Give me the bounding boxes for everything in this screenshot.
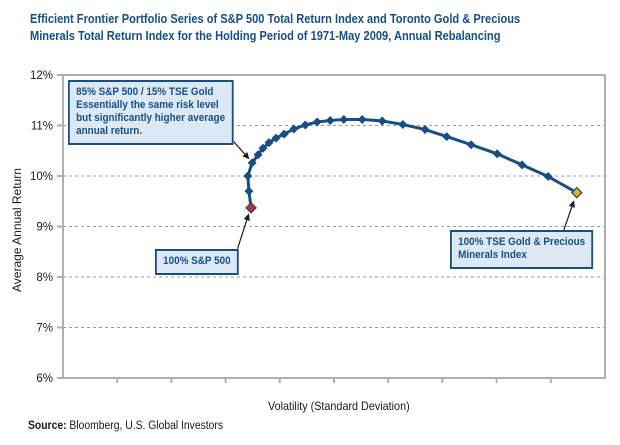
data-point: [243, 171, 253, 181]
data-point: [398, 119, 408, 129]
chart-title: Efficient Frontier Portfolio Series of S…: [30, 12, 521, 43]
data-point: [377, 116, 387, 126]
data-point: [442, 132, 452, 142]
data-point: [289, 124, 299, 134]
annotation-arrow-gold: [563, 206, 573, 231]
y-tick-label: 10%: [30, 171, 53, 183]
y-tick-label: 11%: [31, 121, 53, 133]
data-point: [253, 150, 263, 160]
x-axis-title: Volatility (Standard Deviation): [268, 399, 410, 413]
annotation-arrow-blend: [233, 141, 246, 155]
annotation-arrowhead-blend: [242, 151, 250, 160]
y-tick-label: 7%: [36, 323, 53, 335]
data-point: [420, 125, 430, 135]
data-point: [543, 172, 553, 182]
data-point: [492, 149, 502, 159]
annotation-arrowhead-sp500: [243, 213, 250, 222]
sp500-endpoint: [245, 201, 257, 214]
data-point: [264, 138, 274, 148]
annotation-blend-callout: 85% S&P 500 / 15% TSE Gold Essentially t…: [68, 80, 234, 145]
data-point: [312, 117, 322, 127]
data-point: [325, 115, 335, 125]
data-point: [466, 140, 476, 150]
frontier-line: [246, 117, 579, 210]
data-point: [247, 158, 257, 168]
source-line: Source: Bloomberg, U.S. Global Investors: [28, 420, 223, 432]
annotation-gold-callout: 100% TSE Gold & Precious Minerals Index: [450, 230, 594, 269]
data-point: [357, 114, 367, 124]
y-tick-label: 8%: [36, 272, 53, 284]
source-text: Bloomberg, U.S. Global Investors: [66, 420, 224, 432]
data-point: [271, 133, 281, 143]
data-point: [244, 186, 254, 196]
annotation-arrowhead-gold: [568, 200, 575, 208]
annotation-arrow-sp500: [236, 219, 248, 249]
data-point: [258, 143, 268, 153]
y-tick-label: 9%: [36, 222, 53, 234]
source-label: Source:: [28, 420, 67, 432]
y-tick-label: 6%: [36, 373, 53, 385]
data-point: [279, 129, 289, 139]
y-axis-title: Average Annual Return: [10, 168, 24, 292]
gold-endpoint: [570, 186, 583, 199]
data-point: [300, 120, 310, 130]
y-tick-label: 12%: [30, 70, 53, 82]
data-point: [339, 114, 349, 124]
data-point: [517, 160, 527, 170]
annotation-sp500-callout: 100% S&P 500: [155, 249, 239, 275]
